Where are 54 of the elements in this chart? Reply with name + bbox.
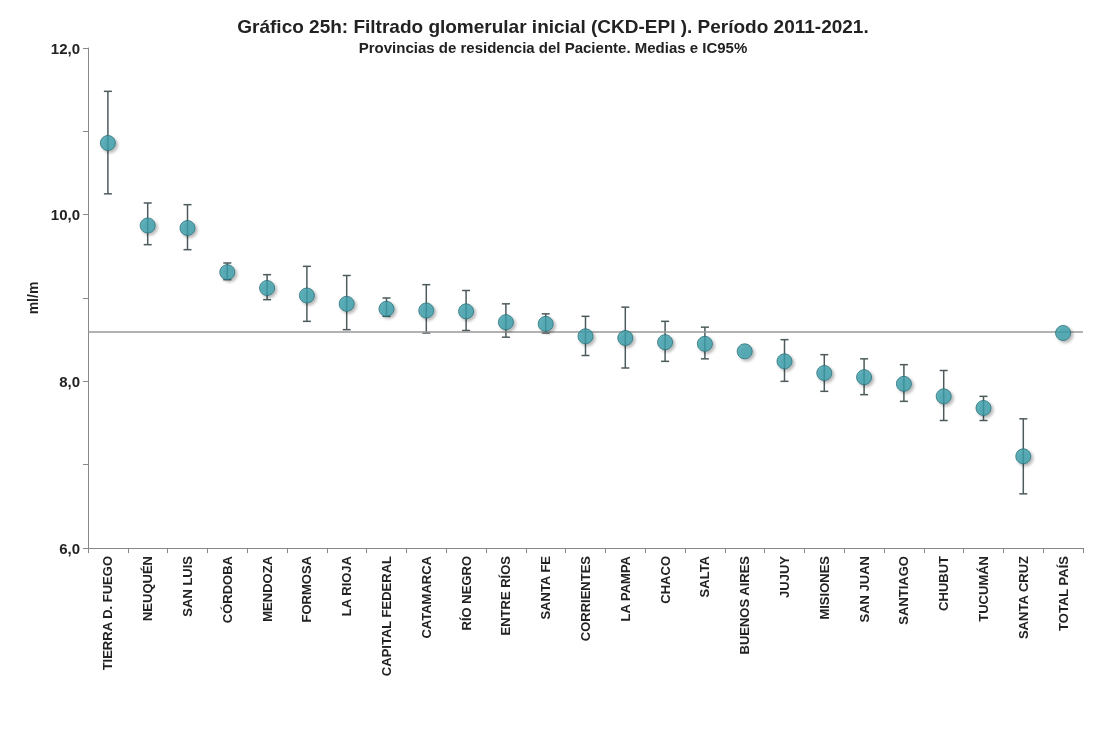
x-tick-label: BUENOS AIRES xyxy=(737,555,753,655)
x-tick-label: SAN LUIS xyxy=(180,555,195,617)
x-tick-label: ENTRE RÍOS xyxy=(498,555,514,636)
point xyxy=(338,295,355,312)
x-tick-label: TUCUMÁN xyxy=(976,556,991,622)
x-tick-label: SANTA FE xyxy=(538,555,554,620)
x-tick-label: LA RIOJA xyxy=(339,555,355,617)
point xyxy=(1015,448,1032,465)
x-tick-label: CATAMARCA xyxy=(418,555,434,639)
chart-subtitle: Provincias de residencia del Paciente. Medias e IC95% xyxy=(358,39,748,56)
y-tick-label: 6,0 xyxy=(59,539,80,557)
y-tick-label: 8,0 xyxy=(59,372,80,390)
x-tick-label: SAN JUAN xyxy=(856,556,872,623)
point xyxy=(617,330,634,346)
x-tick-label: CORRIENTES xyxy=(578,555,593,642)
chart-title: Gráfico 25h: Filtrado glomerular inicial (CKD-EPI ). Período 2011-2021. xyxy=(237,16,869,37)
x-tick-label: MISIONES xyxy=(816,555,832,620)
x-tick-label: CAPITAL FEDERAL xyxy=(379,555,394,677)
y-tick-label: 12,0 xyxy=(50,39,80,57)
point xyxy=(935,388,952,405)
point xyxy=(1055,325,1072,341)
x-tick-label: FORMOSA xyxy=(299,555,315,623)
x-tick-label: MENDOZA xyxy=(259,555,275,622)
point xyxy=(99,135,116,151)
point xyxy=(696,335,713,352)
x-tick-label: RÍO NEGRO xyxy=(458,556,474,631)
y-tick-label: 10,0 xyxy=(50,206,80,224)
point xyxy=(776,353,793,370)
point xyxy=(179,220,196,236)
point xyxy=(418,302,435,319)
x-tick-label: JUJUY xyxy=(777,555,792,598)
point xyxy=(816,365,833,381)
x-tick-label: CHACO xyxy=(657,556,673,604)
point xyxy=(259,280,276,296)
x-tick-label: LA PAMPA xyxy=(617,555,633,622)
point xyxy=(577,328,594,345)
y-axis-title: ml/m xyxy=(24,281,41,315)
point xyxy=(975,400,992,416)
point xyxy=(895,375,912,392)
x-tick-label: CHUBUT xyxy=(936,555,952,611)
x-tick-label: CÓRDOBA xyxy=(219,555,235,624)
point xyxy=(458,303,475,320)
x-tick-label: SANTIAGO xyxy=(896,556,912,625)
x-tick-label: NEUQUÉN xyxy=(140,556,156,622)
point xyxy=(657,334,674,351)
x-tick-label: TOTAL PAÍS xyxy=(1055,555,1071,631)
point xyxy=(497,314,514,331)
x-tick-label: TIERRA D. FUEGO xyxy=(100,556,116,671)
x-tick-label: SALTA xyxy=(697,555,713,598)
x-tick-label: SANTA CRUZ xyxy=(1015,555,1031,640)
point xyxy=(736,343,753,360)
point xyxy=(298,287,315,304)
point xyxy=(856,369,873,386)
point xyxy=(139,217,156,234)
